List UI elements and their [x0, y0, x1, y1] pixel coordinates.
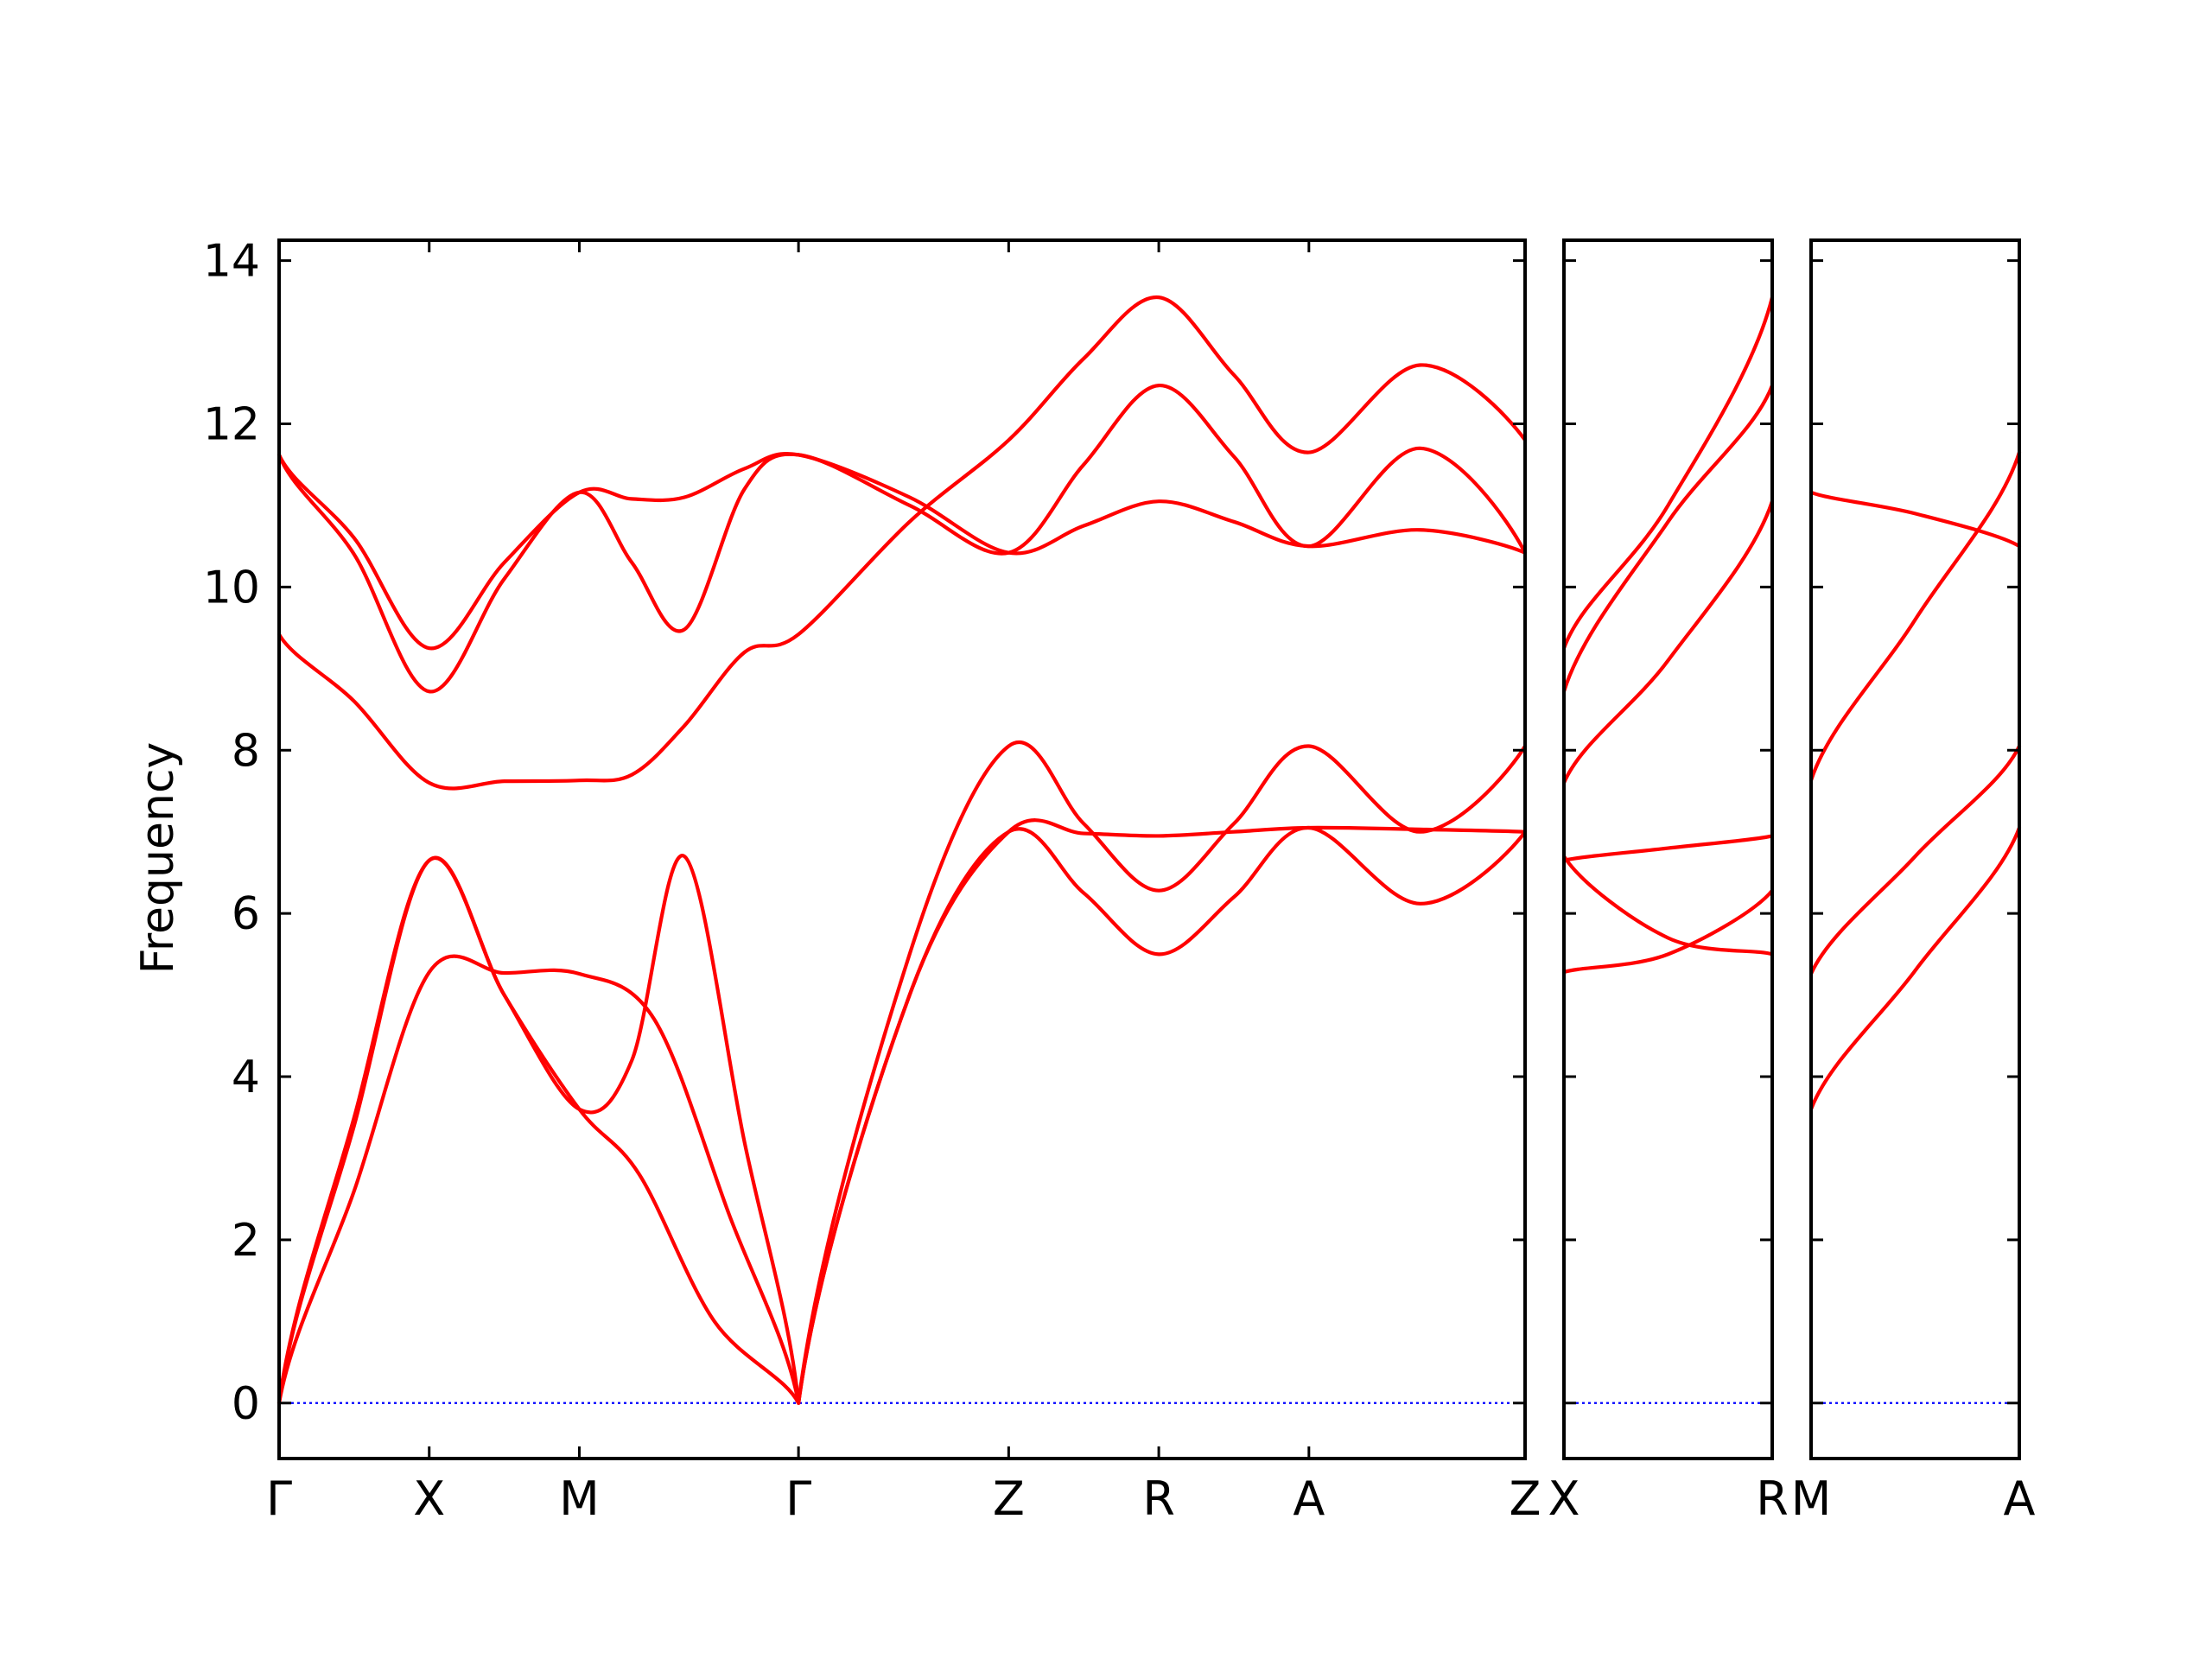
band-1-1 [276, 854, 801, 1405]
band-2-3 [1561, 499, 1775, 785]
band-1-4 [276, 452, 1528, 651]
panel-frame [277, 238, 1527, 1460]
x-tick-label: X [1548, 1471, 1580, 1526]
band-2-4 [1561, 834, 1775, 862]
y-tick-label: 12 [203, 398, 260, 450]
band-3-1 [1808, 490, 2022, 549]
y-tick-label: 2 [232, 1215, 260, 1267]
band-1-5 [276, 383, 1528, 694]
band-2-2 [1561, 384, 1775, 694]
band-2-6 [1561, 888, 1775, 975]
x-tick-label: Z [993, 1471, 1025, 1526]
y-tick-label: 8 [232, 725, 260, 777]
x-tick-label: Γ [785, 1471, 811, 1526]
x-tick-label: Z [1510, 1471, 1541, 1526]
x-tick-label: M [559, 1471, 600, 1526]
y-axis-label: Frequency [132, 742, 184, 975]
band-1-9 [797, 818, 1528, 1405]
panel-frame [1562, 238, 1774, 1460]
x-tick-label: R [1756, 1471, 1789, 1526]
x-tick-label: X [413, 1471, 445, 1526]
x-tick-label: Γ [266, 1471, 292, 1526]
band-3-3 [1808, 744, 2022, 976]
band-1-2 [276, 855, 801, 1405]
band-1-3 [276, 954, 801, 1405]
panel-frame [1809, 238, 2021, 1460]
y-tick-label: 0 [232, 1378, 260, 1430]
y-tick-label: 4 [232, 1052, 260, 1103]
y-tick-label: 6 [232, 888, 260, 940]
x-tick-label: A [1293, 1471, 1325, 1526]
y-tick-label: 10 [203, 562, 260, 613]
x-tick-label: R [1142, 1471, 1175, 1526]
band-1-6 [276, 296, 1528, 791]
band-2-5 [1561, 854, 1775, 957]
band-1-7 [797, 741, 1528, 1405]
band-3-2 [1808, 450, 2022, 783]
band-1-8 [797, 825, 1528, 1405]
x-tick-label: A [2004, 1471, 2036, 1526]
band-2-1 [1561, 296, 1775, 651]
panel-1: 0 2 4 6 8 10 12 14 Γ X M Γ Z R A Z [203, 236, 1541, 1526]
x-tick-label: M [1791, 1471, 1832, 1526]
band-3-4 [1808, 825, 2022, 1111]
y-tick-label: 14 [203, 236, 260, 288]
